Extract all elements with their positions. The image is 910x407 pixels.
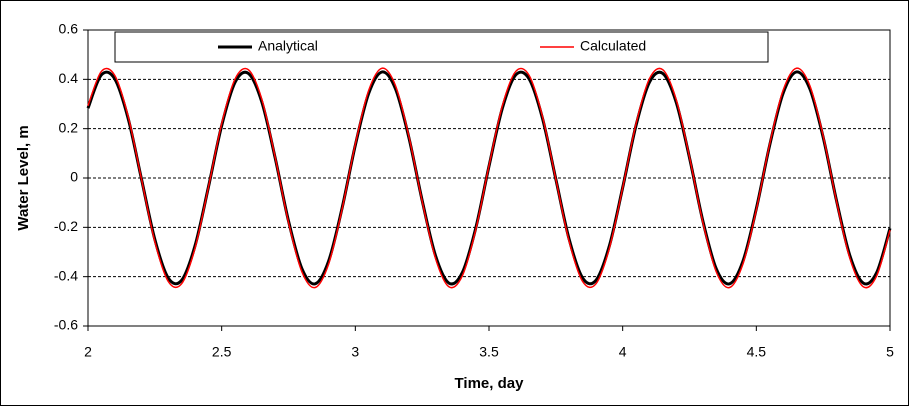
- x-tick-label: 2.5: [212, 344, 232, 360]
- legend-label: Calculated: [580, 38, 646, 54]
- x-tick-label: 4.5: [747, 344, 767, 360]
- line-series: [87, 67, 891, 289]
- y-tick-label: -0.4: [54, 267, 78, 283]
- x-tick-label: 5: [886, 344, 894, 360]
- x-tick-label: 4: [619, 344, 627, 360]
- y-tick-label: -0.6: [54, 317, 78, 333]
- x-axis-title: Time, day: [455, 375, 525, 392]
- y-tick-label: 0.4: [59, 70, 79, 86]
- y-tick-label: 0.6: [59, 21, 79, 37]
- y-tick-label: 0: [70, 169, 78, 185]
- y-tick-label: -0.2: [54, 218, 78, 234]
- x-tick-label: 3.5: [479, 344, 499, 360]
- y-axis-title: Water Level, m: [15, 125, 32, 230]
- x-tick-label: 2: [84, 344, 92, 360]
- y-tick-label: 0.2: [59, 119, 79, 135]
- x-tick-label: 3: [351, 344, 359, 360]
- legend-label: Analytical: [258, 38, 318, 54]
- plot-area: [87, 29, 891, 327]
- legend-box: [114, 31, 769, 63]
